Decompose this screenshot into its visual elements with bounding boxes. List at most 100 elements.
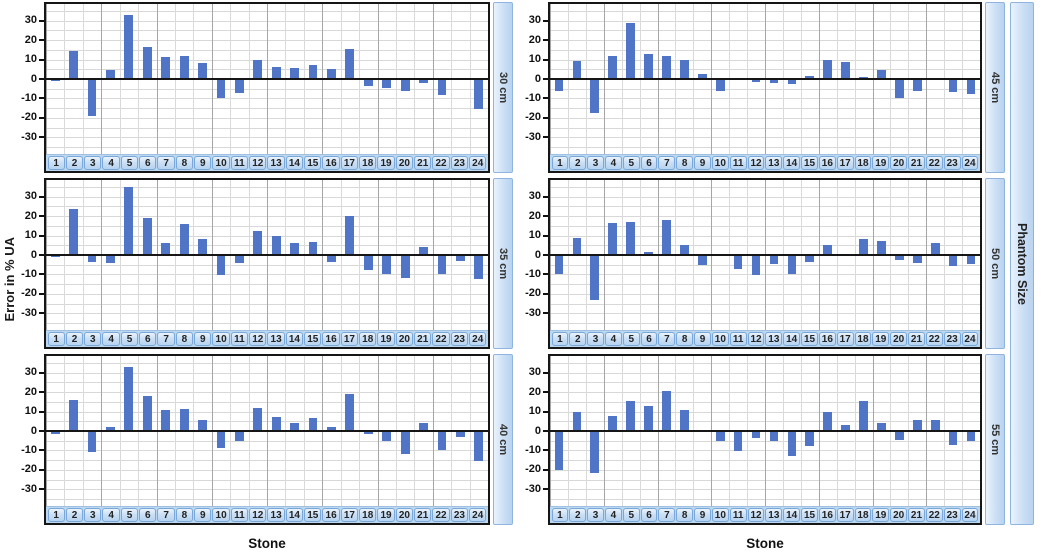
bar-stone-13 (769, 79, 779, 83)
y-tick-mark (39, 234, 44, 237)
y-tick-label: -30 (21, 130, 37, 143)
bar-stone-4 (106, 427, 115, 431)
category-axis-strip: 1 2 3 4 5 6 7 8 9 10 11 12 13 14 15 16 17 18 19 20 21 22 23 24 (550, 154, 980, 171)
panel-50cm: 1 2 3 4 5 6 7 8 9 10 11 12 13 14 15 16 17 18 19 20 21 22 23 24 (548, 178, 982, 349)
right-panel-strips: 45 cm 50 cm 55 cm (982, 2, 1006, 557)
y-tick-mark (543, 39, 548, 42)
phantom-size-strip-column: Phantom Size (1006, 2, 1036, 557)
bar-stone-8 (179, 223, 189, 255)
bar-stone-7 (161, 409, 171, 431)
y-tick-mark (39, 410, 44, 413)
bar-stone-14 (290, 423, 300, 431)
panel-strip-label: 50 cm (989, 247, 1001, 280)
category-label: 15 (304, 508, 322, 522)
category-label: 22 (925, 156, 943, 170)
category-label: 7 (658, 156, 676, 170)
y-tick-label: 30 (528, 14, 541, 27)
bar-stone-11 (234, 255, 244, 263)
category-label: 23 (943, 156, 961, 170)
bar-stone-24 (966, 255, 976, 264)
y-tick-mark (39, 58, 44, 61)
category-label: 8 (676, 156, 694, 170)
bar-stone-2 (69, 209, 79, 255)
category-label: 10 (711, 508, 729, 522)
bar-stone-14 (787, 79, 797, 84)
bar-stone-18 (859, 239, 868, 255)
category-label: 22 (432, 508, 450, 522)
category-label: 9 (194, 156, 212, 170)
panel-strip-label: 55 cm (989, 423, 1001, 456)
category-label: 24 (961, 332, 979, 346)
bar-stone-12 (751, 79, 761, 82)
bar-stone-5 (626, 400, 635, 431)
zero-line (46, 430, 488, 432)
y-tick-mark (39, 391, 44, 394)
category-label: 17 (340, 508, 359, 522)
bar-stone-17 (345, 216, 355, 255)
category-label: 6 (640, 332, 658, 346)
bar-stone-15 (308, 418, 318, 431)
bar-stone-19 (382, 79, 392, 88)
bar-stone-24 (966, 79, 976, 94)
category-label: 23 (943, 332, 961, 346)
y-tick-label: -30 (21, 306, 37, 319)
panel-row-35cm: 30 20 10 0 -10 -20 -30 1 2 3 4 5 6 7 8 9 10 11 12 13 14 15 16 1… (18, 178, 490, 349)
category-label: 2 (65, 508, 84, 522)
category-label: 10 (711, 156, 729, 170)
bar-stone-3 (87, 255, 97, 262)
bar-stone-24 (966, 431, 976, 441)
bar-stone-5 (626, 221, 635, 255)
bar-stone-1 (50, 431, 60, 434)
plot-area (550, 4, 980, 154)
bar-stone-6 (142, 217, 152, 255)
y-tick-label: 30 (24, 190, 37, 203)
bar-stone-5 (124, 186, 134, 255)
category-label: 2 (65, 156, 84, 170)
bar-stone-21 (419, 423, 428, 431)
bar-stone-17 (345, 393, 355, 431)
y-tick-label: 10 (24, 53, 37, 66)
category-label: 8 (676, 508, 694, 522)
zero-line (550, 254, 980, 256)
category-axis-strip: 1 2 3 4 5 6 7 8 9 10 11 12 13 14 15 16 17 18 19 20 21 22 23 24 (46, 506, 488, 523)
y-tick-label: -30 (21, 482, 37, 495)
y-axis-gutter: 30 20 10 0 -10 -20 -30 (520, 178, 548, 349)
y-tick-mark (39, 254, 44, 256)
y-tick-mark (543, 468, 548, 471)
category-label: 20 (890, 508, 908, 522)
bar-stone-12 (751, 431, 761, 438)
category-label: 16 (818, 156, 836, 170)
bar-stone-14 (290, 68, 300, 79)
category-label: 4 (102, 332, 120, 346)
category-label: 4 (604, 332, 622, 346)
y-tick-label: 20 (24, 33, 37, 46)
y-tick-mark (543, 78, 548, 80)
category-label: 24 (469, 332, 487, 346)
y-tick-mark (543, 488, 548, 491)
bar-stone-13 (271, 236, 281, 255)
category-label: 9 (194, 508, 212, 522)
category-label: 17 (836, 332, 854, 346)
category-label: 23 (943, 508, 961, 522)
category-label: 20 (395, 156, 414, 170)
right-panels: 30 20 10 0 -10 -20 -30 1 2 3 4 5 6 7 8 9 10 11 12 13 14 15 16 1… (520, 2, 982, 530)
panel-row-50cm: 30 20 10 0 -10 -20 -30 1 2 3 4 5 6 7 8 9 10 11 12 13 14 15 16 1… (520, 178, 982, 349)
category-label: 3 (587, 156, 604, 170)
bar-stone-6 (142, 395, 152, 431)
category-label: 12 (249, 508, 267, 522)
panel-strip-55cm: 55 cm (985, 354, 1005, 525)
category-axis-strip: 1 2 3 4 5 6 7 8 9 10 11 12 13 14 15 16 17 18 19 20 21 22 23 24 (550, 330, 980, 347)
y-tick-label: -30 (525, 482, 541, 495)
panel-35cm: 1 2 3 4 5 6 7 8 9 10 11 12 13 14 15 16 17 18 19 20 21 22 23 24 (44, 178, 490, 349)
bar-stone-8 (680, 245, 689, 255)
bar-stone-10 (216, 431, 226, 448)
bar-stone-11 (733, 255, 743, 269)
category-label: 5 (120, 156, 139, 170)
y-tick-mark (543, 215, 548, 218)
y-tick-mark (39, 312, 44, 315)
y-tick-mark (39, 39, 44, 42)
category-label: 5 (622, 332, 640, 346)
panel-strip-30cm: 30 cm (493, 2, 513, 173)
category-label: 16 (818, 332, 836, 346)
bar-stone-10 (715, 79, 725, 91)
